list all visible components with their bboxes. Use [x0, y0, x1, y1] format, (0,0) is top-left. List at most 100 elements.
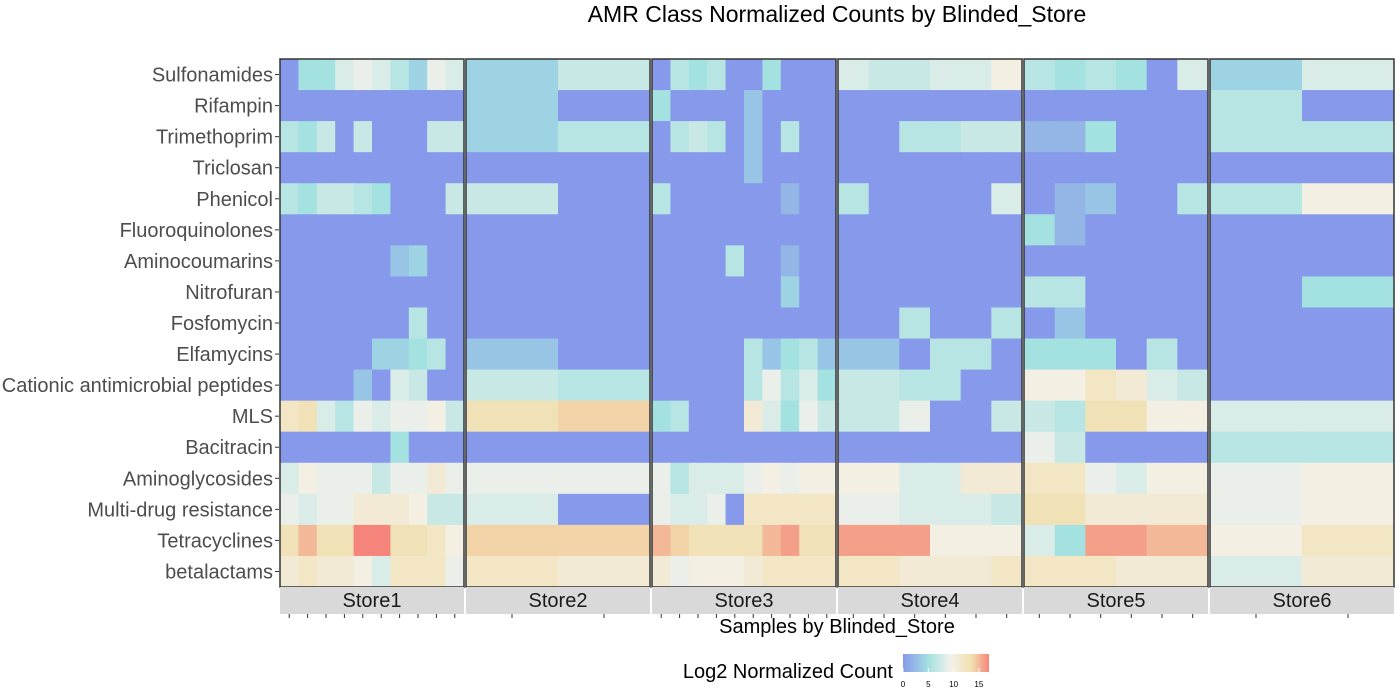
heatmap-cell [466, 214, 559, 246]
strip-label: Store4 [901, 590, 960, 612]
heatmap-cell [688, 59, 708, 91]
heatmap-cell [868, 307, 900, 340]
heatmap-cell [316, 400, 336, 433]
heatmap-cell [1210, 276, 1303, 308]
heatmap-cell [799, 307, 819, 340]
heatmap-cell [466, 121, 559, 153]
heatmap-cell [558, 555, 651, 588]
heatmap-cell [1116, 462, 1148, 495]
row-label: Trimethoprim [156, 127, 273, 149]
heatmap-cell [1177, 524, 1209, 557]
heatmap-cell [652, 90, 671, 122]
store-panels: Store1 Store2 Store3 Store4 Store5 Store6 [279, 58, 1395, 618]
heatmap-cell [1054, 369, 1086, 402]
heatmap-cell [899, 59, 931, 91]
heatmap-cell [427, 121, 447, 153]
heatmap-cell [335, 369, 355, 402]
heatmap-cell [372, 493, 391, 526]
legend-colorbar [903, 654, 989, 672]
heatmap-cell [960, 121, 992, 153]
heatmap-cell [899, 462, 931, 495]
heatmap-cell [707, 59, 727, 91]
row-label: MLS [232, 406, 273, 428]
row-label: Phenicol [196, 189, 273, 211]
legend-tick-label: 15 [974, 680, 983, 689]
heatmap-cell [688, 152, 708, 184]
heatmap-cell [780, 369, 800, 402]
heatmap-cell [899, 431, 931, 464]
heatmap-cell [725, 307, 745, 340]
heatmap-cell [427, 369, 447, 402]
heatmap-cell [899, 183, 931, 215]
heatmap-cell [744, 524, 763, 557]
heatmap-cell [1054, 59, 1086, 91]
heatmap-cell [744, 338, 763, 371]
heatmap-cell [280, 431, 299, 464]
heatmap-cell [280, 214, 299, 246]
heatmap-cell [408, 524, 428, 557]
heatmap-cell [670, 245, 690, 277]
heatmap-cell [762, 183, 782, 215]
heatmap-cell [725, 90, 745, 122]
heatmap-cell [280, 90, 299, 122]
heatmap-cell [930, 431, 962, 464]
strip-label: Store1 [343, 590, 402, 612]
heatmap-cell [1085, 400, 1117, 433]
heatmap-cell [960, 524, 992, 557]
heatmap-cell [762, 121, 782, 153]
heatmap-cell [725, 555, 745, 588]
heatmap-cell [1116, 214, 1148, 246]
heatmap-cell [1054, 90, 1086, 122]
heatmap-cell [280, 245, 299, 277]
heatmap-cell [1146, 121, 1178, 153]
heatmap-cell [408, 90, 428, 122]
heatmap-cell [1054, 245, 1086, 277]
heatmap-cell [1146, 555, 1178, 588]
heatmap-cell [390, 524, 410, 557]
heatmap-cell [390, 369, 410, 402]
heatmap-cell [1024, 400, 1056, 433]
heatmap-cell [280, 400, 299, 433]
heatmap-cell [725, 183, 745, 215]
heatmap-cell [762, 90, 782, 122]
heatmap-cell [780, 214, 800, 246]
heatmap-cell [744, 400, 763, 433]
heatmap-cell [298, 338, 318, 371]
strip-label: Store5 [1087, 590, 1146, 612]
heatmap-cell [725, 462, 745, 495]
heatmap-cell [335, 524, 355, 557]
heatmap-cell [991, 245, 1023, 277]
heatmap-cell [1177, 555, 1209, 588]
heatmap-cell [899, 338, 931, 371]
heatmap-cell [799, 555, 819, 588]
heatmap-cell [1210, 59, 1303, 91]
heatmap-cell [298, 59, 318, 91]
heatmap-cell [707, 524, 727, 557]
heatmap-cell [466, 245, 559, 277]
heatmap-cell [298, 555, 318, 588]
heatmap-cell [1146, 431, 1178, 464]
heatmap-cell [670, 431, 690, 464]
heatmap-cell [930, 121, 962, 153]
panel-store4: Store4 [837, 58, 1023, 618]
x-axis-label: Samples by Blinded_Store [719, 616, 955, 638]
heatmap-cell [899, 121, 931, 153]
heatmap-cell [353, 338, 373, 371]
heatmap-cell [1085, 524, 1117, 557]
legend-tick-label: 5 [926, 680, 931, 689]
panel-store2: Store2 [465, 58, 651, 618]
heatmap-cell [427, 152, 447, 184]
heatmap-cell [353, 214, 373, 246]
heatmap-cell [744, 59, 763, 91]
heatmap-cell [868, 121, 900, 153]
heatmap-cell [799, 462, 819, 495]
heatmap-cell [353, 431, 373, 464]
legend-title: Log2 Normalized Count [683, 661, 894, 683]
heatmap-cell [762, 555, 782, 588]
heatmap-cell [799, 59, 819, 91]
heatmap-cell [390, 462, 410, 495]
heatmap-cell [1054, 462, 1086, 495]
heatmap-cell [298, 307, 318, 340]
heatmap-cell [707, 121, 727, 153]
